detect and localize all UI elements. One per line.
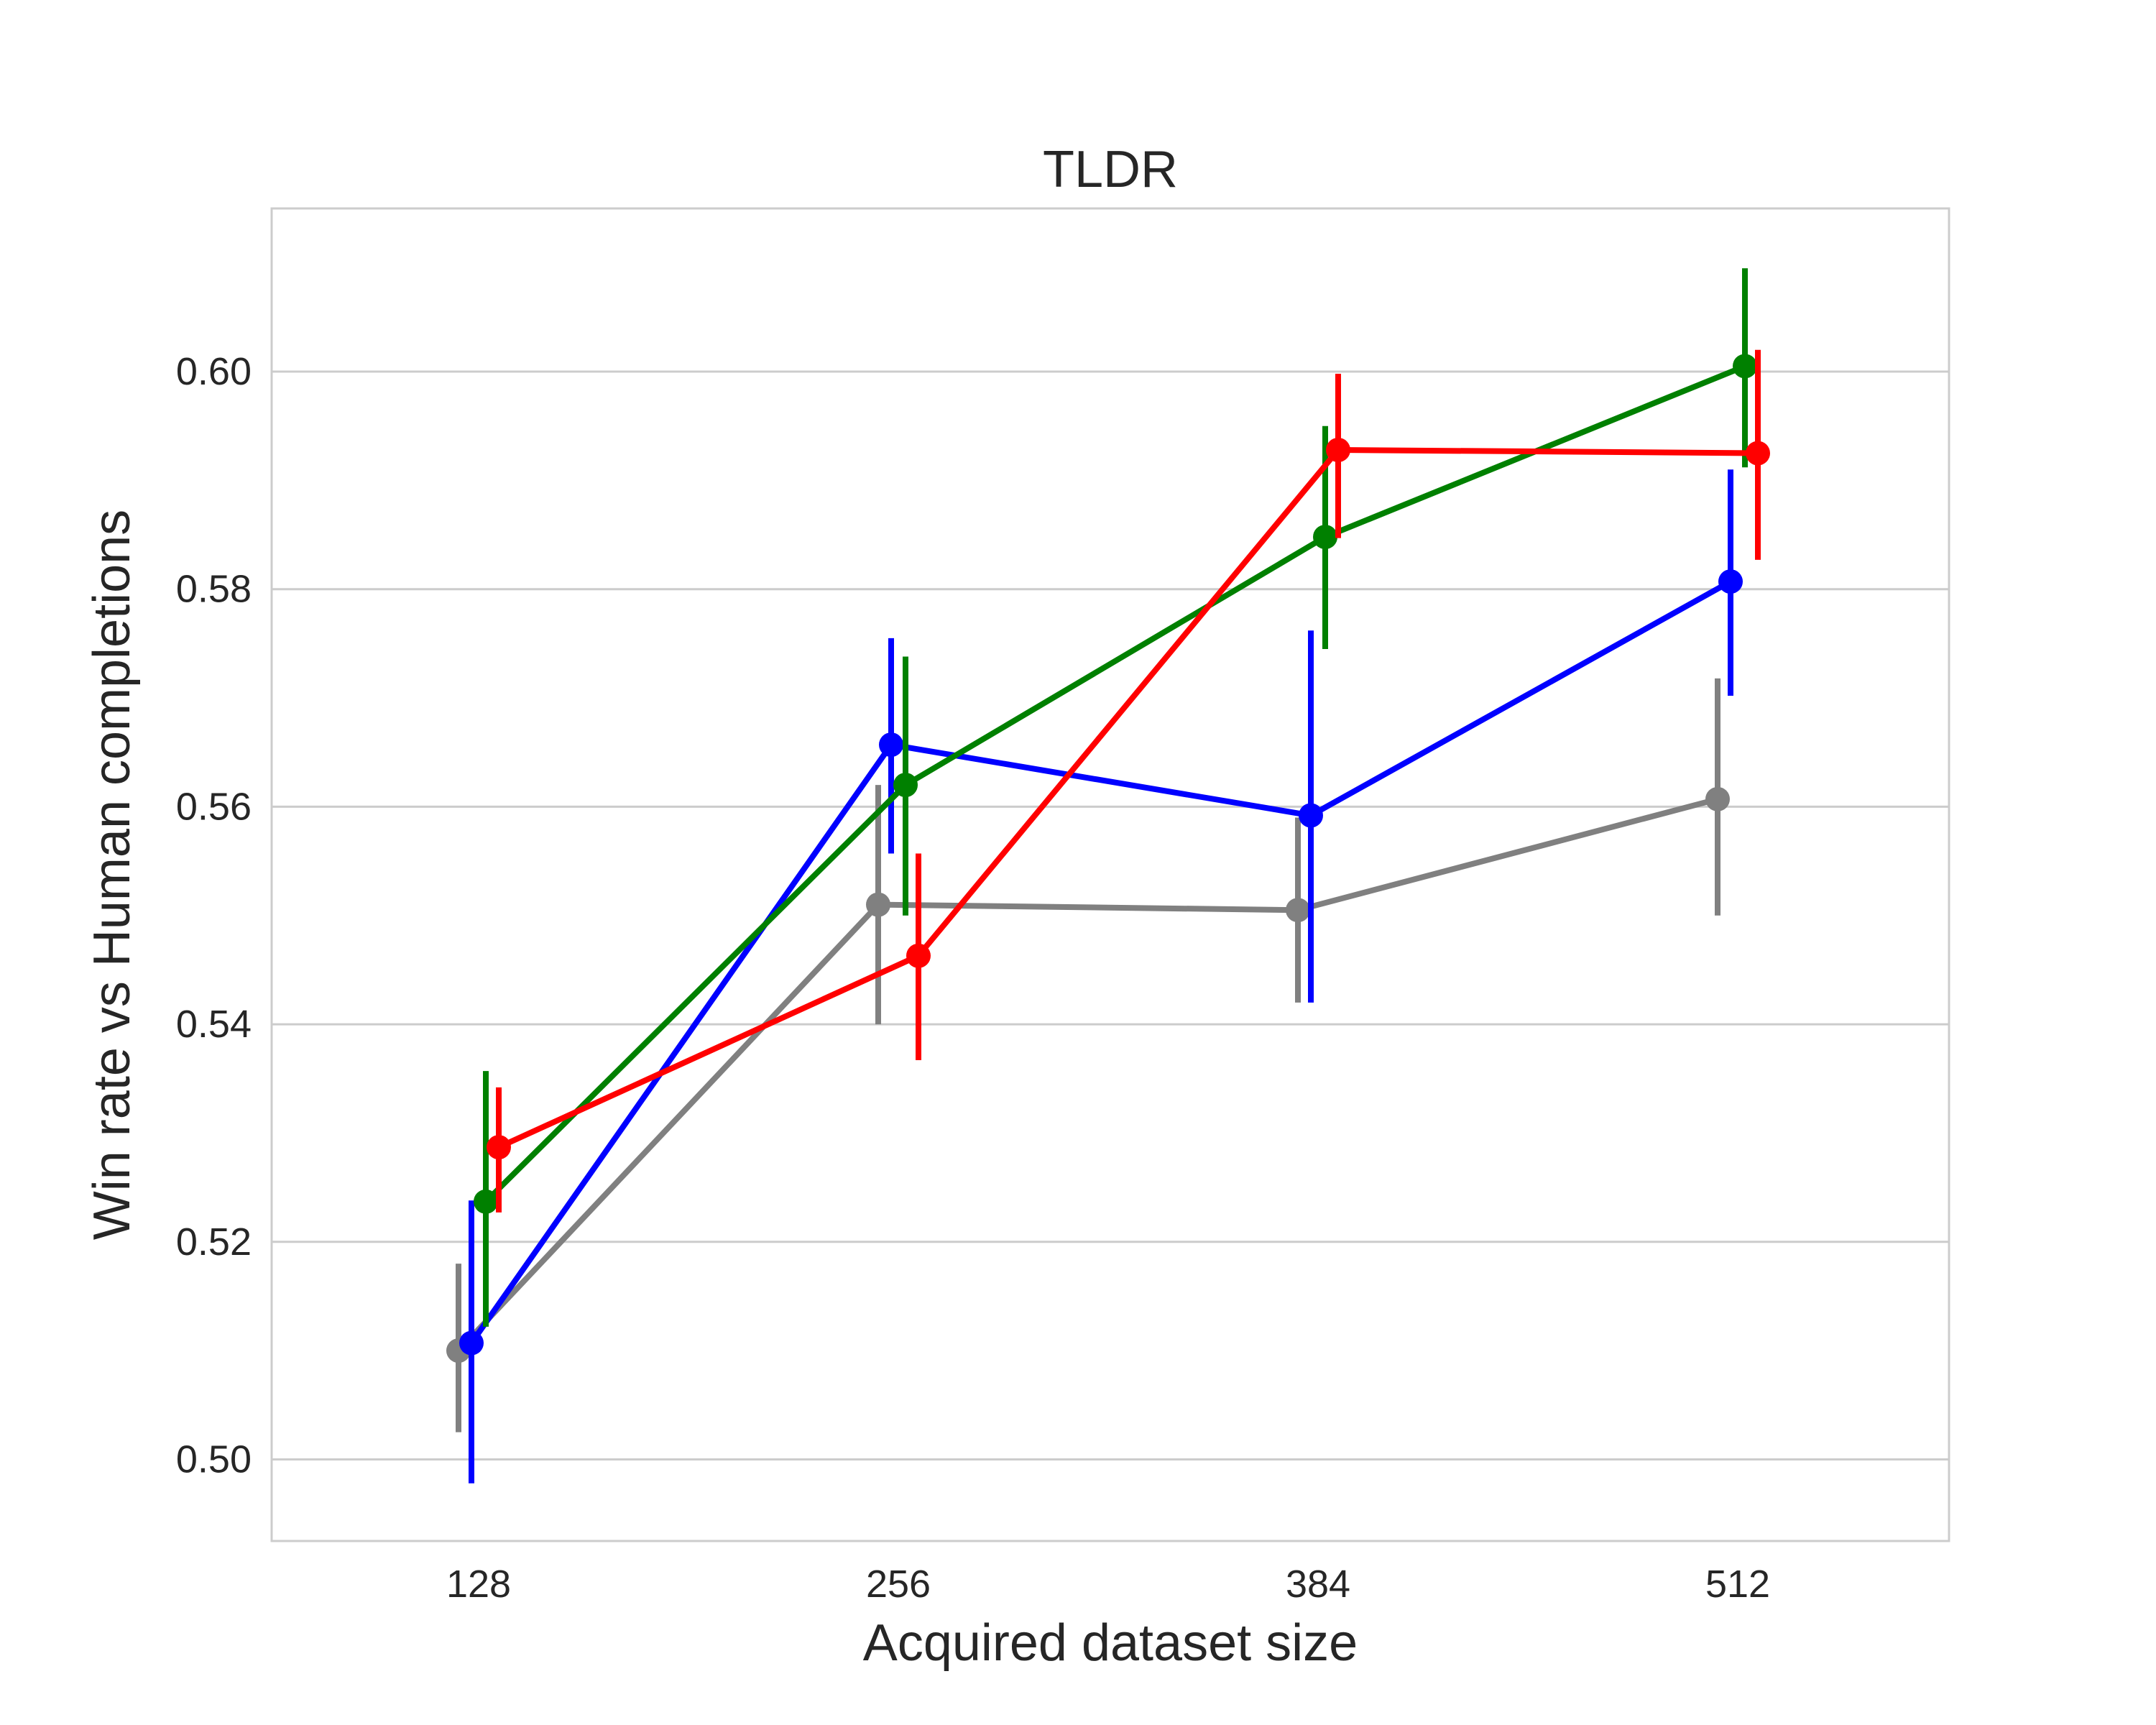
y-tick-label: 0.60: [176, 350, 252, 393]
data-point: [474, 1189, 498, 1214]
data-point: [1313, 525, 1337, 550]
series-group: [446, 678, 1730, 1432]
data-point: [893, 773, 918, 798]
grid: [272, 370, 1949, 1460]
data-point: [906, 943, 931, 968]
series-group: [474, 268, 1757, 1327]
x-tick-labels: 128 256 384 512: [446, 1563, 1770, 1606]
y-tick-label: 0.58: [176, 568, 252, 611]
data-point: [1733, 354, 1757, 379]
data-point: [1746, 441, 1770, 466]
data-point: [1299, 803, 1323, 828]
series-line: [469, 579, 1732, 1345]
y-tick-label: 0.54: [176, 1003, 252, 1046]
y-tick-label: 0.56: [176, 785, 252, 828]
y-tick-label: 0.50: [176, 1438, 252, 1481]
series-line: [497, 446, 1759, 1150]
x-tick-label: 128: [446, 1563, 511, 1606]
data-point: [459, 1330, 484, 1356]
data-point: [879, 732, 903, 758]
data-point: [487, 1135, 511, 1160]
x-tick-label: 256: [866, 1563, 931, 1606]
series-layer: [446, 268, 1770, 1484]
series-line: [456, 796, 1719, 1353]
x-tick-label: 384: [1286, 1563, 1350, 1606]
data-point: [1718, 569, 1743, 594]
data-point: [1705, 786, 1730, 811]
y-tick-labels: 0.50 0.52 0.54 0.56 0.58 0.60: [176, 350, 252, 1481]
x-axis-label: Acquired dataset size: [863, 1614, 1358, 1672]
data-point: [1286, 898, 1310, 923]
plot-frame: [270, 207, 1950, 1542]
y-axis-label: Win rate vs Human completions: [83, 510, 141, 1240]
y-tick-label: 0.52: [176, 1220, 252, 1264]
series-group: [487, 349, 1770, 1213]
x-tick-label: 512: [1705, 1563, 1770, 1606]
series-group: [459, 469, 1743, 1484]
data-point: [866, 892, 890, 917]
data-point: [1326, 437, 1350, 462]
chart-title: TLDR: [1043, 141, 1178, 198]
